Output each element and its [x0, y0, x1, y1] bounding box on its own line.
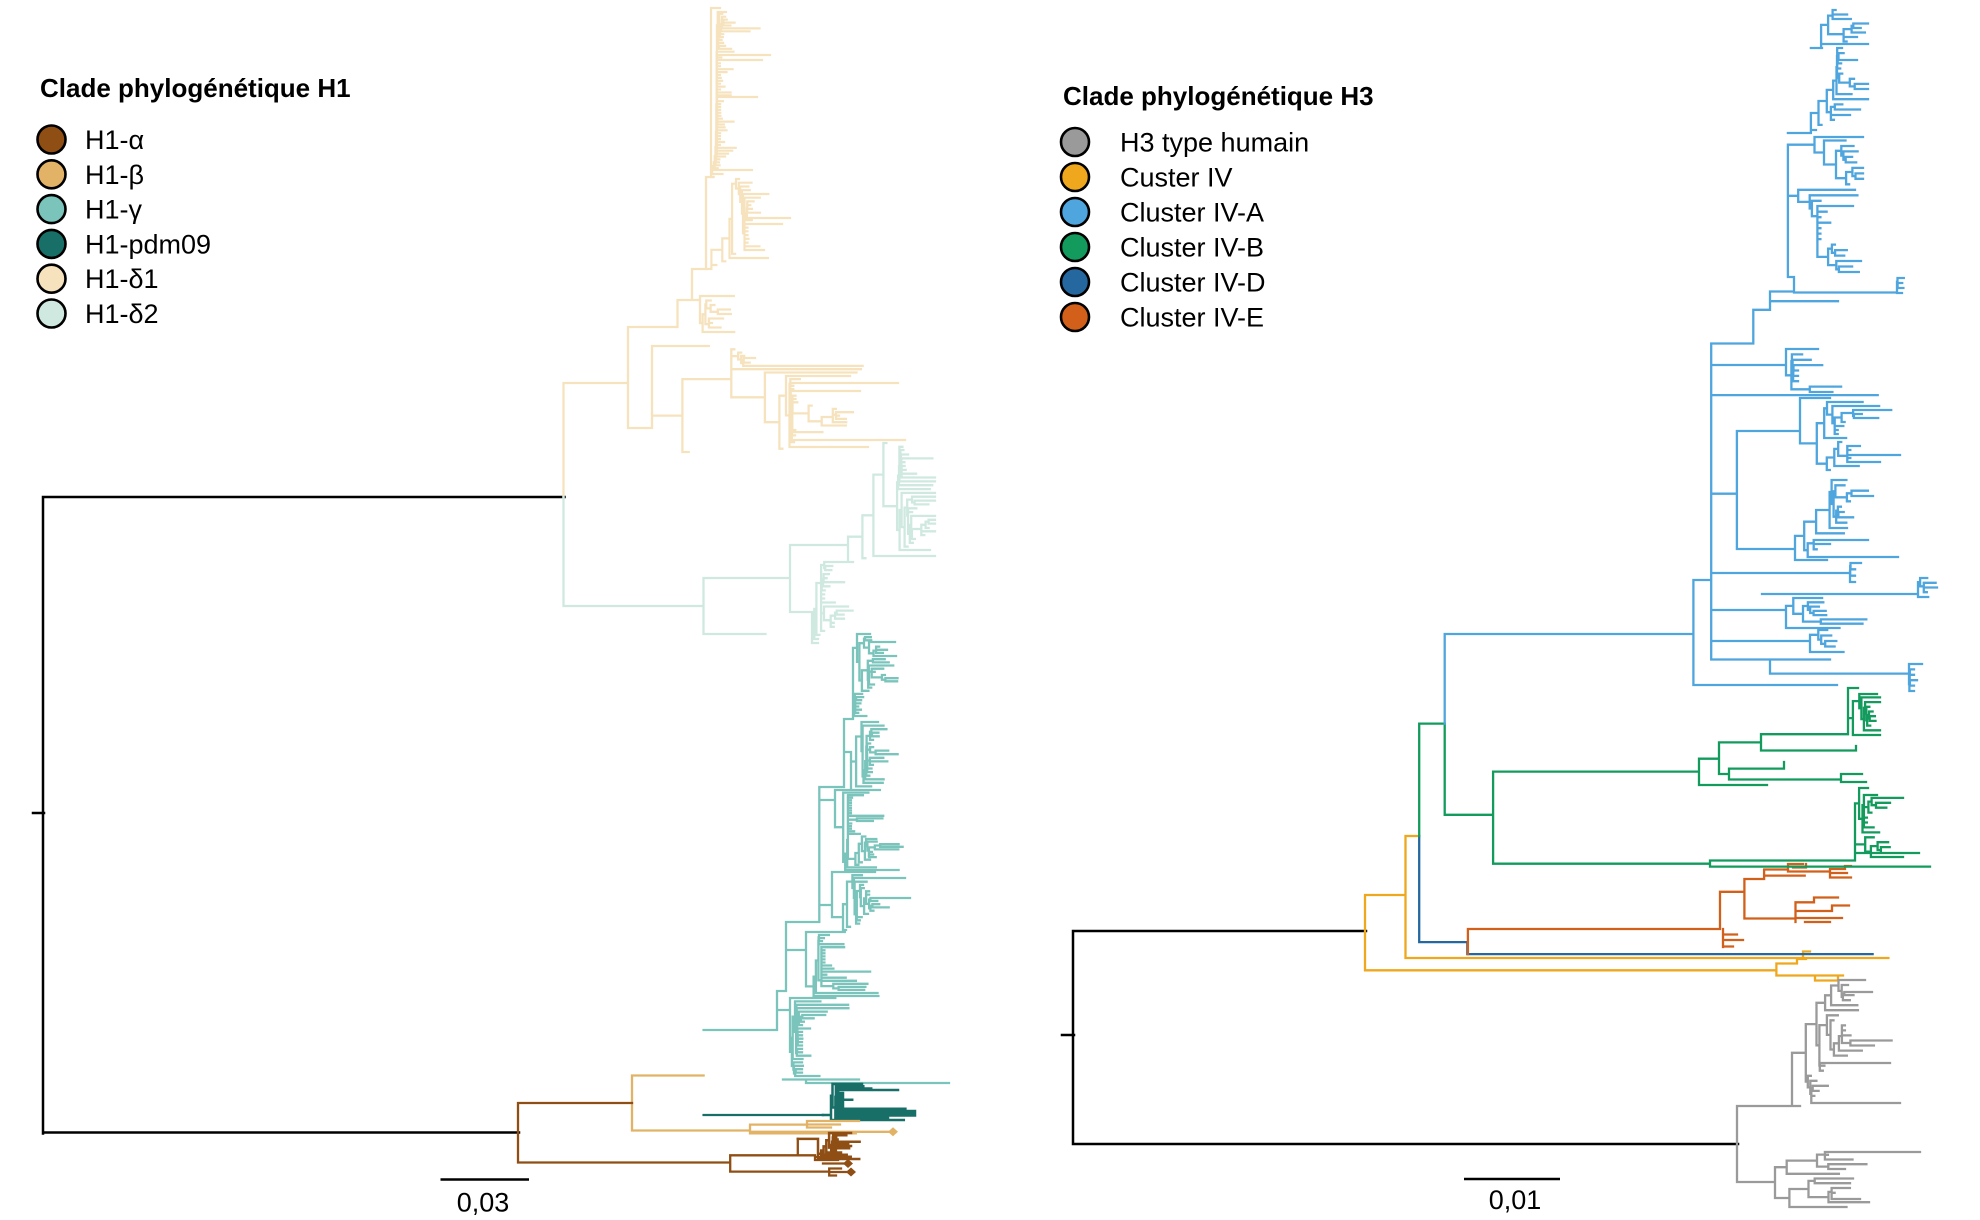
- svg-text:Custer IV: Custer IV: [1120, 163, 1233, 193]
- svg-text:H3 type humain: H3 type humain: [1120, 128, 1309, 158]
- svg-text:H1-δ2: H1-δ2: [85, 299, 159, 329]
- svg-text:H1-α: H1-α: [85, 125, 144, 155]
- svg-text:Cluster IV-E: Cluster IV-E: [1120, 303, 1264, 333]
- svg-text:H1-δ1: H1-δ1: [85, 264, 159, 294]
- svg-text:0,03: 0,03: [457, 1188, 510, 1216]
- svg-text:H1-γ: H1-γ: [85, 195, 143, 225]
- svg-text:Cluster IV-B: Cluster IV-B: [1120, 233, 1264, 263]
- svg-text:H1-pdm09: H1-pdm09: [85, 229, 211, 259]
- svg-text:Clade phylogénétique H1: Clade phylogénétique H1: [40, 73, 351, 103]
- svg-text:0,01: 0,01: [1489, 1185, 1542, 1215]
- svg-text:Clade phylogénétique H3: Clade phylogénétique H3: [1063, 81, 1374, 111]
- svg-text:Cluster IV-A: Cluster IV-A: [1120, 198, 1264, 228]
- svg-text:H1-β: H1-β: [85, 160, 144, 190]
- svg-text:Cluster IV-D: Cluster IV-D: [1120, 268, 1266, 298]
